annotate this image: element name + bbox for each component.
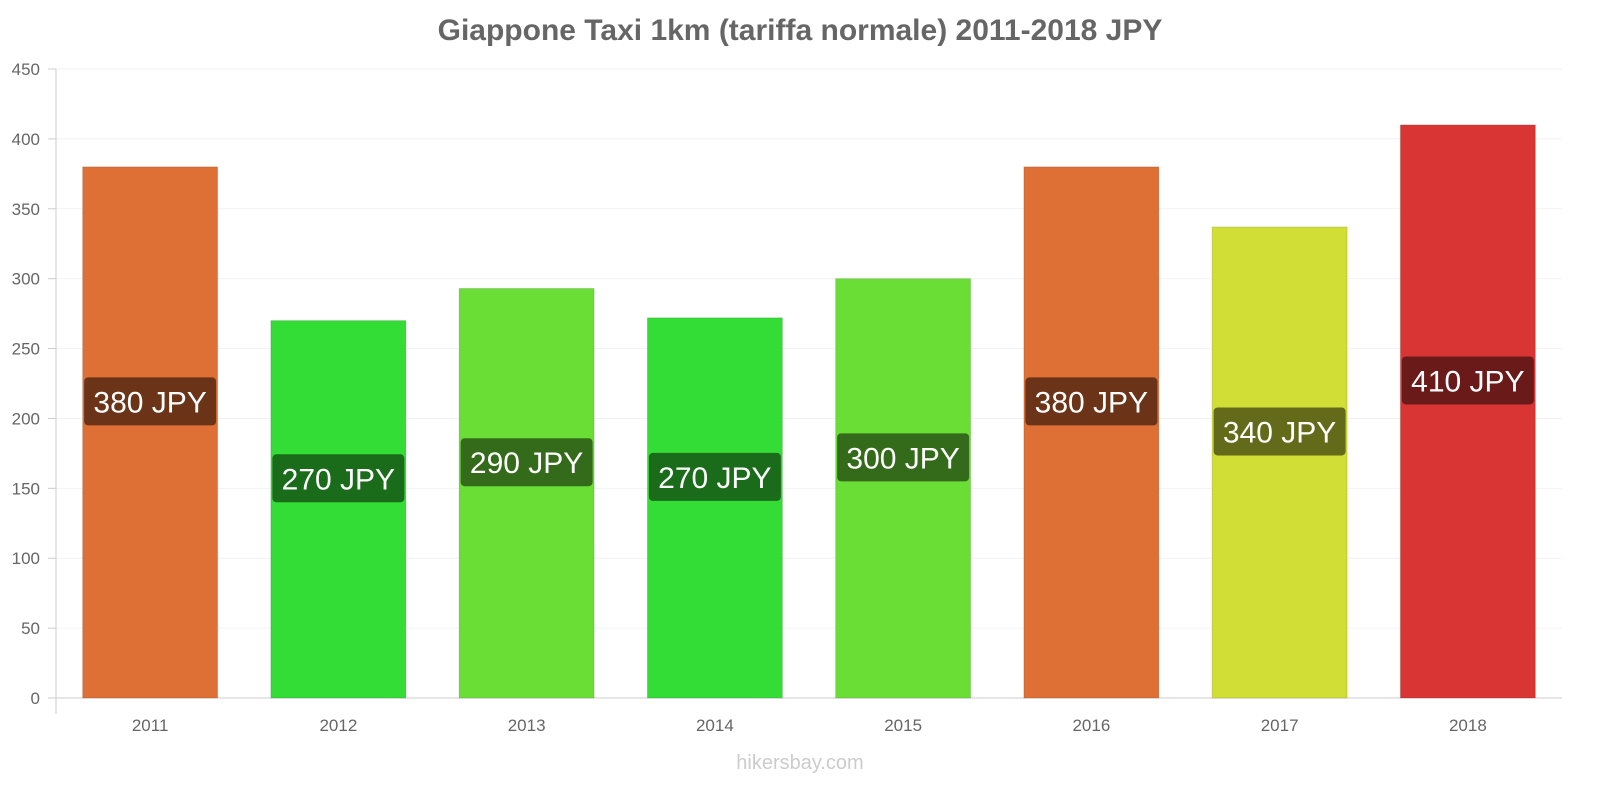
data-label: 300 JPY [846,442,959,475]
data-label-box [1401,356,1534,405]
data-label: 270 JPY [658,462,771,495]
data-label: 270 JPY [282,463,395,496]
bar [1023,166,1160,699]
x-tick-label: 2017 [1261,716,1299,735]
y-tick-label: 0 [31,689,40,708]
bar [458,287,595,699]
bar [270,320,407,699]
y-tick-label: 150 [12,479,40,498]
y-tick-label: 250 [12,340,40,359]
data-label: 410 JPY [1411,365,1524,398]
bar [646,317,783,699]
data-label: 380 JPY [93,386,206,419]
bar [835,278,972,699]
data-label-box [84,377,217,426]
data-label: 290 JPY [470,447,583,480]
x-tick-label: 2013 [508,716,546,735]
data-label: 340 JPY [1223,416,1336,449]
data-label-box [272,454,405,503]
x-tick-label: 2011 [132,716,169,735]
x-tick-label: 2018 [1449,716,1487,735]
data-label-box [648,452,781,501]
data-label-box [1025,377,1158,426]
y-tick-label: 350 [12,200,40,219]
data-label-box [837,433,970,482]
y-tick-label: 450 [12,60,40,79]
y-tick-label: 100 [12,549,40,568]
bar [1211,226,1348,699]
x-tick-label: 2014 [696,716,734,735]
x-tick-label: 2012 [319,716,357,735]
data-label: 380 JPY [1035,386,1148,419]
chart-title: Giappone Taxi 1km (tariffa normale) 2011… [437,14,1163,47]
data-label-box [1213,407,1346,456]
bar [1399,124,1536,699]
x-tick-label: 2015 [884,716,922,735]
data-label-box [460,438,593,487]
y-tick-label: 300 [12,270,40,289]
y-tick-label: 200 [12,409,40,428]
y-tick-label: 50 [21,619,40,638]
watermark: hikersbay.com [736,752,864,774]
y-tick-label: 400 [12,130,40,149]
x-tick-label: 2016 [1072,716,1110,735]
bar [82,166,219,699]
